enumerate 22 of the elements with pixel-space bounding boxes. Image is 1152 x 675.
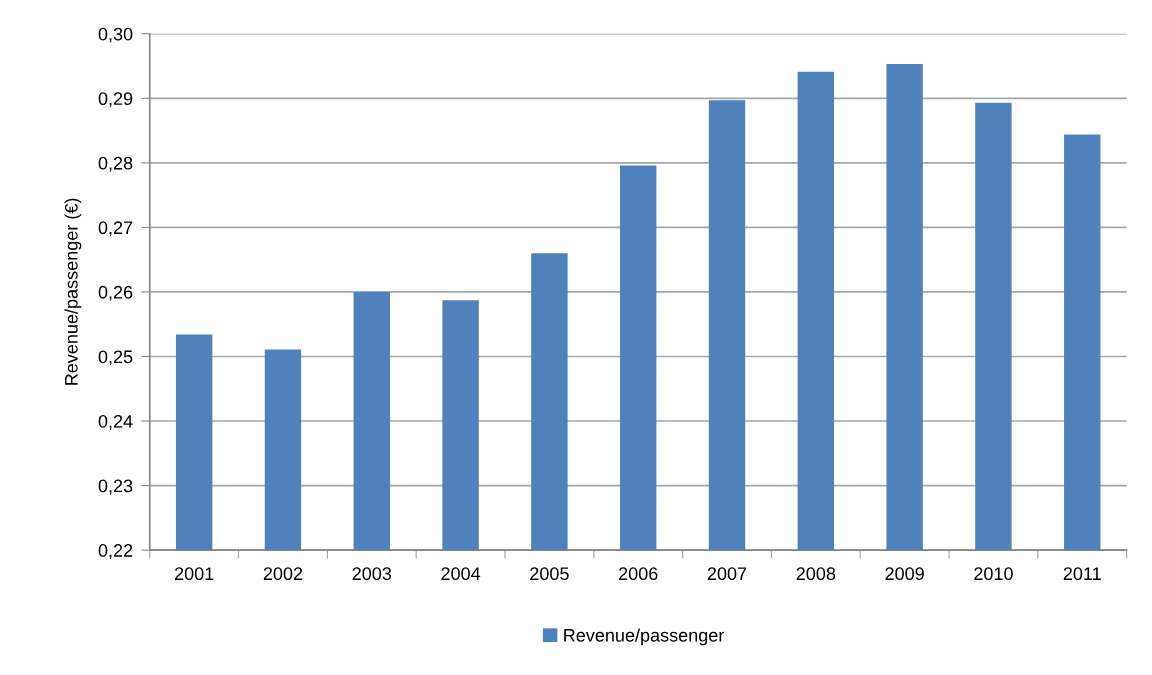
- y-tick-label: 0,24: [98, 414, 133, 430]
- y-tick-label: 0,30: [98, 27, 133, 43]
- y-tick-label: 0,25: [98, 350, 133, 366]
- x-tick-label: 2011: [1063, 567, 1101, 581]
- y-tick-label: 0,23: [98, 479, 133, 495]
- x-tick-label: 2009: [885, 567, 924, 581]
- y-tick-label: 0,27: [98, 221, 133, 237]
- y-tick-label: 0,22: [98, 544, 133, 559]
- legend-label: Revenue/passenger: [564, 628, 725, 646]
- x-tick-label: 2010: [974, 567, 1013, 581]
- x-tick-label: 2005: [530, 567, 569, 581]
- y-tick-label: 0,28: [98, 156, 133, 172]
- y-axis-title: Revenue/passenger (€): [64, 198, 82, 385]
- x-tick-label: 2006: [619, 567, 658, 581]
- y-tick-label: 0,29: [98, 92, 133, 108]
- x-tick-label: 2004: [441, 567, 481, 581]
- y-tick-label: 0,26: [98, 285, 133, 301]
- x-tick-label: 2001: [174, 567, 214, 581]
- x-tick-label: 2002: [263, 567, 303, 581]
- x-tick-label: 2008: [796, 567, 836, 581]
- x-tick-label: 2003: [352, 567, 392, 581]
- x-tick-label: 2007: [707, 567, 747, 581]
